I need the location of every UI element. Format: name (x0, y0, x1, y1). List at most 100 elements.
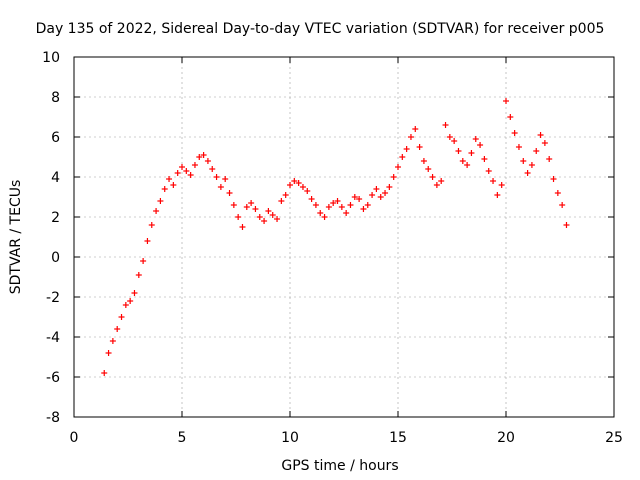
y-tick-label: 2 (51, 210, 60, 226)
data-point (321, 214, 328, 220)
data-point (209, 166, 216, 172)
data-point (451, 138, 458, 144)
y-tick-label: 10 (42, 50, 60, 66)
data-point (494, 192, 501, 198)
data-point (153, 208, 160, 214)
data-point (343, 210, 350, 216)
data-point (291, 178, 298, 184)
data-point (503, 98, 509, 104)
data-point (330, 200, 337, 206)
data-point (269, 212, 276, 218)
data-point (412, 126, 419, 132)
data-point (183, 168, 190, 174)
data-point (191, 162, 198, 168)
data-point (127, 298, 134, 304)
data-point (520, 158, 527, 164)
data-point (425, 166, 432, 172)
y-tick-label: -4 (46, 330, 60, 346)
data-point (187, 172, 194, 178)
data-point (373, 186, 380, 192)
data-point (222, 176, 229, 182)
data-point (468, 150, 475, 156)
data-point (256, 214, 263, 220)
data-point (477, 142, 484, 148)
data-point (235, 214, 242, 220)
data-point (295, 180, 302, 186)
data-point (464, 162, 471, 168)
data-point (312, 202, 319, 208)
x-tick-label: 10 (281, 430, 299, 446)
axis-ticks: 0 5 10 15 20 25 -8 -6 -4 -2 0 2 4 6 8 10 (42, 50, 623, 446)
x-axis-label: GPS time / hours (281, 458, 398, 474)
data-point (140, 258, 147, 264)
data-point (533, 148, 540, 154)
y-tick-label: 4 (51, 170, 60, 186)
data-point (230, 202, 237, 208)
data-point (472, 136, 479, 142)
x-tick-label: 25 (605, 430, 623, 446)
data-point (135, 272, 142, 278)
data-point (382, 190, 389, 196)
data-point (217, 184, 224, 190)
x-tick-label: 15 (389, 430, 407, 446)
data-point (563, 222, 570, 228)
data-point (265, 208, 272, 214)
data-point (213, 174, 220, 180)
data-point (550, 176, 557, 182)
grid-lines (74, 57, 614, 417)
data-point (485, 168, 492, 174)
data-point (546, 156, 553, 162)
data-point (131, 290, 138, 296)
data-point (325, 204, 332, 210)
data-point (243, 204, 250, 210)
data-point (122, 302, 129, 308)
data-point (166, 176, 173, 182)
data-point (554, 190, 561, 196)
data-point (390, 174, 397, 180)
data-point (360, 206, 367, 212)
data-point (161, 186, 168, 192)
data-point (239, 224, 246, 230)
data-point (157, 198, 164, 204)
data-point (524, 170, 531, 176)
y-tick-label: 0 (51, 250, 60, 266)
data-point (369, 192, 376, 198)
data-point (144, 238, 151, 244)
data-point (226, 190, 233, 196)
data-points (101, 98, 570, 376)
y-tick-label: -6 (46, 370, 60, 386)
data-point (446, 134, 453, 140)
data-point (356, 196, 363, 202)
plot-frame (73, 56, 615, 418)
data-point (481, 156, 488, 162)
data-point (386, 184, 393, 190)
y-tick-label: 8 (51, 90, 60, 106)
data-point (252, 206, 259, 212)
data-point (101, 370, 108, 376)
data-point (377, 194, 384, 200)
data-point (347, 202, 354, 208)
data-point (455, 148, 462, 154)
data-point (459, 158, 466, 164)
x-tick-label: 5 (178, 430, 187, 446)
data-point (200, 152, 207, 158)
data-point (179, 164, 185, 170)
data-point (148, 222, 155, 228)
data-point (420, 158, 427, 164)
data-point (498, 182, 505, 188)
data-point (308, 196, 315, 202)
data-point (515, 144, 522, 150)
data-point (282, 192, 289, 198)
data-point (338, 204, 345, 210)
x-tick-label: 20 (497, 430, 515, 446)
data-point (304, 188, 311, 194)
data-point (438, 178, 445, 184)
data-point (114, 326, 121, 332)
data-point (287, 182, 293, 188)
data-point (490, 178, 497, 184)
data-point (395, 164, 401, 170)
data-point (204, 158, 211, 164)
data-point (442, 122, 449, 128)
chart-title: Day 135 of 2022, Sidereal Day-to-day VTE… (36, 21, 605, 37)
